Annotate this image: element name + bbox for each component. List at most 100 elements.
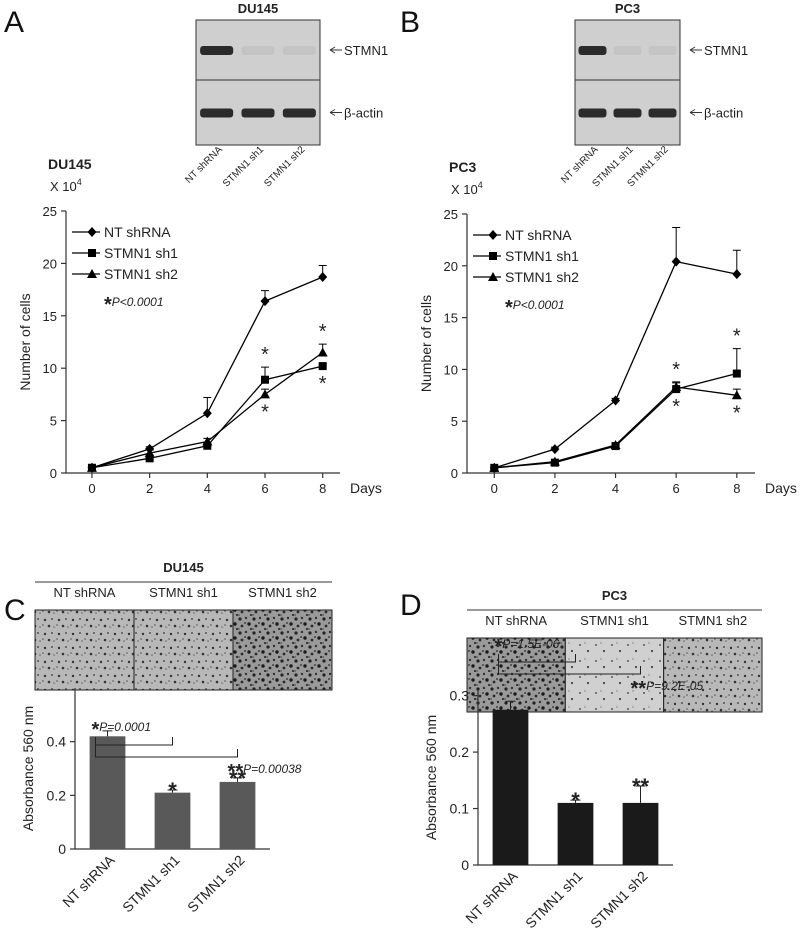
marker: [317, 347, 328, 357]
y-multiplier: X 104: [50, 177, 82, 194]
error-bar: [505, 700, 516, 710]
x-tick-label: STMN1 sh1: [119, 852, 183, 916]
legend-marker: [87, 269, 97, 278]
marker: [671, 382, 682, 392]
blot-band: [648, 108, 677, 118]
y-tick-label: 20: [43, 256, 57, 271]
band-label: STMN1: [344, 43, 388, 58]
x-tick-label: 2: [146, 481, 153, 496]
multiplier-base: X 10: [451, 182, 478, 197]
multiplier-base: X 10: [50, 179, 77, 194]
legend-marker: [488, 272, 498, 281]
stars: *: [104, 294, 112, 316]
y-tick-label: 5: [50, 414, 57, 429]
panel-letter: D: [400, 589, 422, 622]
p-value: P=0.00038: [243, 762, 302, 776]
p-value: P=1.5E-06: [502, 637, 559, 651]
error-bar: [102, 730, 113, 737]
marker: [550, 444, 560, 455]
error-bar: [167, 789, 178, 793]
y-tick-label: 0: [50, 466, 57, 481]
y-tick-label: 25: [43, 204, 57, 219]
lane-label: STMN1 sh1: [149, 585, 218, 600]
y-tick-label: 0: [58, 841, 66, 857]
marker: [202, 408, 212, 419]
x-tick-label: 4: [204, 481, 211, 496]
marker: [489, 462, 500, 472]
arrow-head: [329, 46, 336, 54]
stars: *: [505, 297, 513, 319]
marker: [671, 256, 681, 267]
y-tick-label: 0: [451, 466, 458, 481]
x-axis-label: Days: [765, 480, 797, 496]
significance-note: *P=0.0001: [92, 719, 152, 741]
bar: [219, 781, 256, 849]
p-value: P<0.0001: [513, 298, 565, 312]
blot-band: [282, 46, 316, 55]
y-tick-label: 15: [43, 309, 57, 324]
bar: [557, 802, 594, 865]
cell-image: [232, 609, 333, 691]
stars: **: [631, 678, 647, 700]
cell-image: [133, 609, 234, 691]
bar: [154, 792, 191, 849]
significance-star: *: [168, 778, 177, 803]
x-tick-label: 0: [88, 481, 95, 496]
bar: [622, 802, 659, 865]
significance-star: *: [261, 401, 269, 423]
arrow-head: [689, 109, 696, 116]
x-tick-label: STMN1 sh2: [587, 868, 651, 931]
y-axis-label: Number of cells: [418, 295, 434, 392]
bar: [89, 736, 126, 849]
legend-label: STMN1 sh1: [505, 248, 579, 264]
lane-label: NT shRNA: [183, 144, 225, 186]
marker: [611, 395, 621, 406]
image-title: DU145: [163, 560, 203, 575]
blot-band: [200, 108, 234, 118]
marker: [86, 462, 97, 472]
significance-note: *P=1.5E-06: [495, 636, 560, 658]
cell-image: [663, 637, 763, 713]
lane-label: STMN1 sh2: [248, 585, 317, 600]
error-bar: [672, 226, 681, 262]
chart-title: DU145: [48, 156, 92, 172]
marker: [145, 454, 154, 463]
stars: **: [228, 761, 244, 783]
lane-label: STMN1 sh1: [580, 613, 649, 628]
blot-band: [613, 108, 642, 118]
blot-band: [241, 46, 275, 55]
legend-marker: [88, 249, 96, 257]
significance-star: *: [672, 396, 680, 418]
y-tick-label: 5: [451, 414, 458, 429]
comparison-bracket: [95, 737, 238, 758]
x-tick-label: NT shRNA: [462, 867, 521, 926]
lane-label: STMN1 sh1: [221, 144, 266, 189]
legend-label: STMN1 sh2: [104, 266, 178, 282]
marker: [202, 436, 213, 446]
blot-band: [648, 46, 677, 55]
legend-label: NT shRNA: [505, 227, 572, 243]
band-label: β-actin: [704, 106, 743, 121]
multiplier-exponent: 4: [77, 177, 82, 187]
arrow-head: [329, 109, 336, 116]
panel-letter: C: [4, 594, 26, 627]
significance-note: **P=0.00038: [228, 761, 302, 783]
legend-label: STMN1 sh2: [505, 269, 579, 285]
marker: [610, 440, 621, 450]
p-value: P=0.0001: [99, 720, 151, 734]
legend-marker: [489, 252, 497, 260]
blot-title: DU145: [238, 1, 278, 16]
y-tick-label: 10: [43, 361, 57, 376]
significance-star: *: [571, 788, 580, 813]
lane-label: NT shRNA: [485, 613, 547, 628]
y-axis-label: Absorbance 560 nm: [423, 715, 439, 840]
series-line: [494, 372, 737, 469]
marker: [732, 269, 742, 280]
stars: *: [92, 719, 100, 741]
band-label: β-actin: [344, 106, 383, 121]
y-tick-label: 0.2: [450, 744, 470, 760]
marker: [144, 448, 155, 458]
y-tick-label: 0.1: [450, 801, 470, 817]
x-tick-label: 6: [261, 481, 268, 496]
stars: *: [495, 636, 503, 658]
